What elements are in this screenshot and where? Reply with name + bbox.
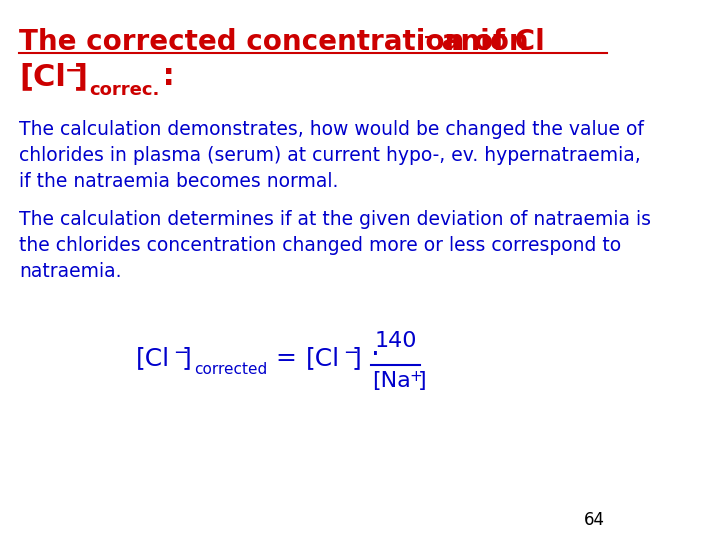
Text: natraemia.: natraemia. bbox=[19, 262, 122, 281]
Text: if the natraemia becomes normal.: if the natraemia becomes normal. bbox=[19, 172, 338, 191]
Text: −: − bbox=[173, 344, 188, 362]
Text: −: − bbox=[423, 28, 439, 47]
Text: −: − bbox=[65, 61, 82, 81]
Text: corrected: corrected bbox=[194, 362, 267, 377]
Text: −: − bbox=[343, 344, 359, 362]
Text: ]: ] bbox=[418, 371, 426, 391]
Text: [Cl: [Cl bbox=[135, 346, 169, 370]
Text: the chlorides concentration changed more or less correspond to: the chlorides concentration changed more… bbox=[19, 236, 621, 255]
Text: [Cl: [Cl bbox=[19, 62, 66, 91]
Text: ]: ] bbox=[74, 62, 89, 91]
Text: correc.: correc. bbox=[89, 81, 159, 99]
Text: The calculation demonstrates, how would be changed the value of: The calculation demonstrates, how would … bbox=[19, 120, 644, 139]
Text: :: : bbox=[152, 62, 175, 91]
Text: 140: 140 bbox=[374, 331, 417, 351]
Text: The corrected concentration of Cl: The corrected concentration of Cl bbox=[19, 28, 545, 56]
Text: The calculation determines if at the given deviation of natraemia is: The calculation determines if at the giv… bbox=[19, 210, 651, 229]
Text: anion: anion bbox=[431, 28, 528, 56]
Text: [Na: [Na bbox=[372, 371, 411, 391]
Text: [Cl: [Cl bbox=[306, 346, 340, 370]
Text: ]: ] bbox=[181, 346, 192, 370]
Text: ·: · bbox=[372, 341, 380, 369]
Text: =: = bbox=[275, 346, 296, 370]
Text: +: + bbox=[410, 369, 423, 384]
Text: ]: ] bbox=[352, 346, 361, 370]
Text: 64: 64 bbox=[583, 511, 605, 529]
Text: chlorides in plasma (serum) at current hypo-, ev. hypernatraemia,: chlorides in plasma (serum) at current h… bbox=[19, 146, 641, 165]
